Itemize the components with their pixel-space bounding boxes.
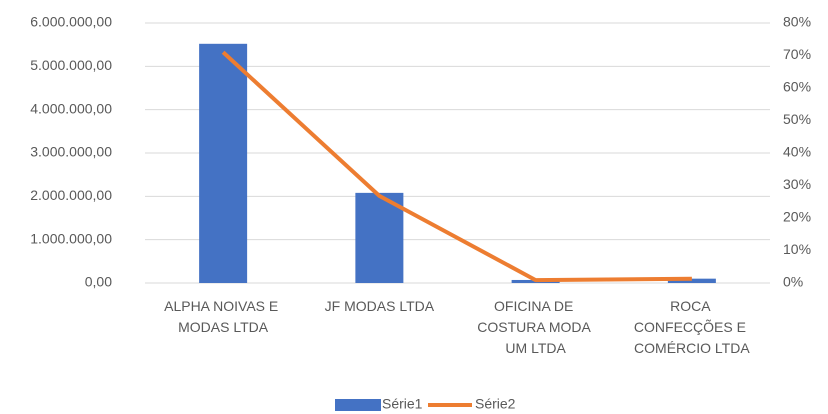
y2-tick-label: 10% [783, 241, 811, 257]
bar [199, 43, 248, 283]
y2-tick-label: 0% [783, 274, 803, 290]
bar [355, 192, 404, 283]
x-tick-label: ROCA CONFECÇÕES E COMÉRCIO LTDA [634, 298, 750, 356]
y-tick-label: 0,00 [85, 274, 112, 290]
legend-swatch [335, 399, 381, 411]
y2-tick-label: 70% [783, 46, 811, 62]
line [221, 50, 692, 283]
y-tick-label: 2.000.000,00 [30, 187, 112, 203]
y-tick-label: 6.000.000,00 [30, 14, 112, 30]
y-tick-label: 4.000.000,00 [30, 100, 112, 116]
y-tick-label: 3.000.000,00 [30, 144, 112, 160]
x-tick-label: JF MODAS LTDA [325, 298, 435, 314]
y2-tick-label: 50% [783, 111, 811, 127]
x-tick-label: ALPHA NOIVAS E MODAS LTDA [164, 298, 282, 335]
y2-tick-label: 80% [783, 14, 811, 30]
y-tick-label: 1.000.000,00 [30, 230, 112, 246]
legend-label: Série1 [382, 396, 423, 412]
y2-tick-label: 20% [783, 209, 811, 225]
x-tick-label: OFICINA DE COSTURA MODA UM LTDA [477, 298, 594, 356]
y2-tick-label: 40% [783, 144, 811, 160]
bar [667, 278, 716, 283]
legend-label: Série2 [475, 396, 516, 412]
y2-tick-label: 30% [783, 176, 811, 192]
y2-tick-label: 60% [783, 79, 811, 95]
y-tick-label: 5.000.000,00 [30, 57, 112, 73]
